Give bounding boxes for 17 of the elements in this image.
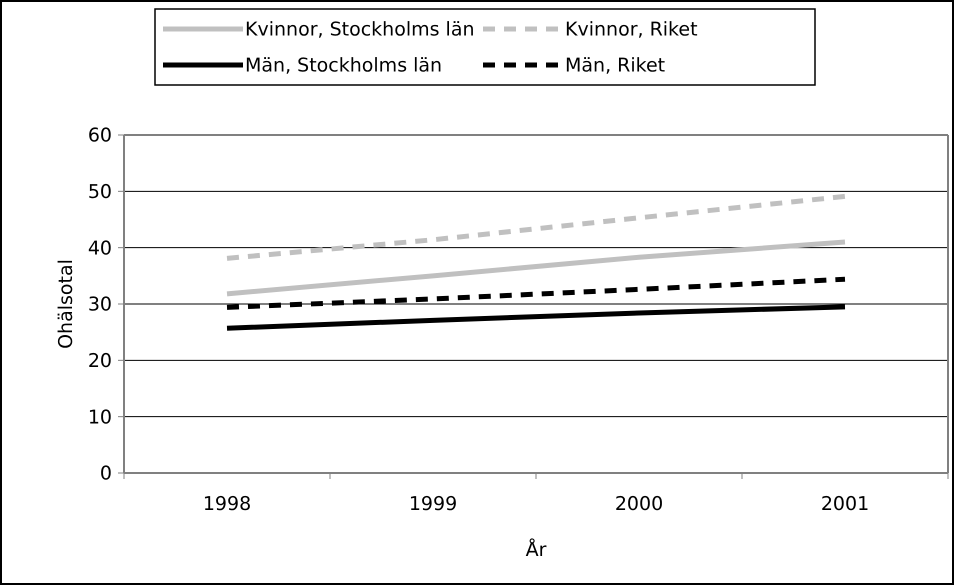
x-tick-label: 2000	[614, 493, 664, 515]
y-tick-label: 0	[100, 462, 112, 485]
legend-label: Kvinnor, Stockholms län	[245, 18, 475, 41]
legend-label: Kvinnor, Riket	[565, 18, 698, 41]
x-axis-title: År	[526, 538, 547, 561]
x-tick-label: 1999	[408, 493, 458, 515]
y-tick-label: 10	[88, 406, 112, 428]
y-tick-label: 30	[88, 294, 112, 316]
y-axis-title: Ohälsotal	[55, 259, 77, 349]
x-tick-label: 2001	[820, 493, 870, 515]
legend-label: Män, Stockholms län	[245, 54, 442, 77]
legend-label: Män, Riket	[565, 54, 666, 77]
x-tick-label: 1998	[202, 493, 252, 515]
y-tick-label: 60	[88, 124, 112, 147]
y-tick-label: 50	[88, 180, 112, 203]
y-tick-label: 40	[88, 237, 112, 260]
y-tick-label: 20	[88, 350, 112, 372]
